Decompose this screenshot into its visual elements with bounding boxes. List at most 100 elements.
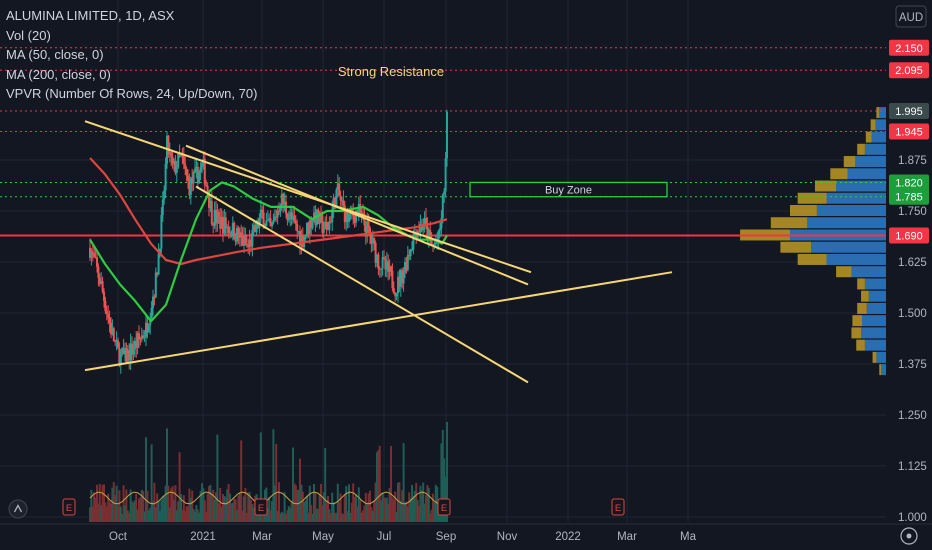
- volume-bar: [108, 501, 111, 522]
- vpvr-up-bar: [861, 327, 886, 339]
- trendlines[interactable]: [84, 120, 673, 384]
- price-label-badge[interactable]: [889, 103, 929, 120]
- candle-body: [161, 199, 164, 216]
- price-label-badge[interactable]: [889, 123, 929, 140]
- price-label-badge[interactable]: [889, 39, 929, 56]
- candle-body: [384, 259, 387, 270]
- vpvr-down-bar: [851, 327, 862, 339]
- volume-bar: [404, 502, 406, 522]
- candle-body: [178, 153, 181, 157]
- vpvr-down-bar: [852, 315, 862, 327]
- currency-button[interactable]: AUD: [895, 5, 927, 28]
- price-label-badge[interactable]: [889, 174, 929, 191]
- volume-bar: [215, 492, 217, 522]
- legend-volume[interactable]: Vol (20): [6, 27, 51, 43]
- time-axis[interactable]: Oct 2021 Mar May Jul Sep Nov 2022 Mar Ma: [0, 523, 932, 543]
- volume-bar: [377, 450, 380, 522]
- vpvr-down-bar: [843, 156, 856, 168]
- volume-bar: [313, 483, 315, 522]
- buy-zone-rect[interactable]: [469, 181, 668, 198]
- vpvr-down-bar: [797, 192, 827, 204]
- candle-body: [342, 200, 345, 206]
- volume-bar: [269, 510, 272, 522]
- earnings-marker[interactable]: [254, 498, 268, 516]
- trendline[interactable]: [84, 120, 532, 274]
- candle-body: [261, 209, 264, 213]
- candle-body: [332, 197, 335, 209]
- volume-bar: [296, 490, 299, 522]
- price-label-badge[interactable]: [889, 227, 929, 244]
- candle-body: [206, 185, 209, 195]
- candle-body: [275, 216, 278, 218]
- legend-vpvr[interactable]: VPVR (Number Of Rows, 24, Up/Down, 70): [6, 86, 258, 101]
- candle-body: [112, 328, 115, 342]
- candle-body: [94, 257, 97, 259]
- candle-body: [233, 222, 236, 240]
- volume-bar: [105, 506, 108, 522]
- settings-button[interactable]: [900, 527, 918, 545]
- volume-bar: [161, 495, 164, 522]
- buy-zone[interactable]: Buy Zone: [469, 181, 668, 198]
- horizontal-levels[interactable]: [0, 47, 886, 237]
- earnings-marker[interactable]: [437, 498, 451, 516]
- candle-body: [352, 213, 355, 217]
- legend-ma200[interactable]: MA (200, close, 0): [6, 66, 111, 82]
- candle-body: [128, 350, 131, 361]
- volume-bar: [275, 444, 278, 522]
- volume-bar: [234, 499, 237, 522]
- volume-bar: [328, 509, 331, 522]
- volume-bar: [409, 498, 412, 522]
- candle-body: [404, 262, 406, 273]
- volume-bar: [223, 496, 226, 522]
- price-axis[interactable]: 1.875 1.750 1.625 1.500 1.375 1.250 1.125 1.000…: [886, 0, 932, 530]
- volume-bar: [314, 492, 317, 522]
- legend-symbol[interactable]: ALUMINA LIMITED, 1D, ASX: [6, 8, 175, 23]
- candle-body: [287, 217, 290, 221]
- trendline[interactable]: [84, 271, 673, 372]
- candle-body: [234, 239, 237, 242]
- volume-bar: [170, 488, 173, 522]
- volume-bar: [343, 494, 346, 522]
- volume-bar: [153, 482, 156, 522]
- candle-body: [209, 200, 212, 208]
- candle-body: [119, 351, 122, 365]
- candle-body: [227, 226, 230, 233]
- candle-body: [336, 183, 339, 190]
- candle-body: [399, 270, 402, 287]
- goto-start-button[interactable]: [8, 499, 28, 519]
- candle-body: [420, 224, 423, 231]
- price-label-text: 1.785: [895, 192, 923, 204]
- candle-body: [150, 307, 153, 319]
- price-label-text: 2.095: [895, 65, 923, 77]
- volume-bar: [306, 495, 308, 522]
- price-label-badge[interactable]: [889, 188, 929, 205]
- price-label-badge[interactable]: [889, 62, 929, 79]
- earnings-marker[interactable]: [611, 498, 625, 516]
- volume-bar: [98, 484, 101, 522]
- volume-bar: [341, 513, 343, 522]
- candle-body: [297, 231, 300, 233]
- volume-bar: [373, 501, 376, 522]
- volume-bar: [359, 499, 362, 522]
- earnings-marker[interactable]: [62, 498, 76, 516]
- volume-bar: [147, 510, 150, 522]
- vpvr-up-bar: [881, 364, 886, 376]
- trendline[interactable]: [185, 144, 529, 286]
- volume-bar: [189, 497, 192, 522]
- candle-body: [238, 232, 241, 238]
- volume-bar: [388, 487, 391, 522]
- volume-bar: [371, 510, 374, 522]
- volume-bar: [201, 483, 203, 522]
- candle-body: [110, 322, 112, 335]
- candle-body: [412, 234, 415, 250]
- volume-bar: [383, 497, 385, 522]
- volume-bar: [209, 484, 212, 522]
- trendline[interactable]: [195, 185, 529, 384]
- candle-body: [262, 212, 265, 228]
- volume-bar: [394, 491, 397, 522]
- volume-bar: [93, 492, 96, 522]
- candle-body: [283, 201, 286, 205]
- legend-ma50[interactable]: MA (50, close, 0): [6, 47, 104, 62]
